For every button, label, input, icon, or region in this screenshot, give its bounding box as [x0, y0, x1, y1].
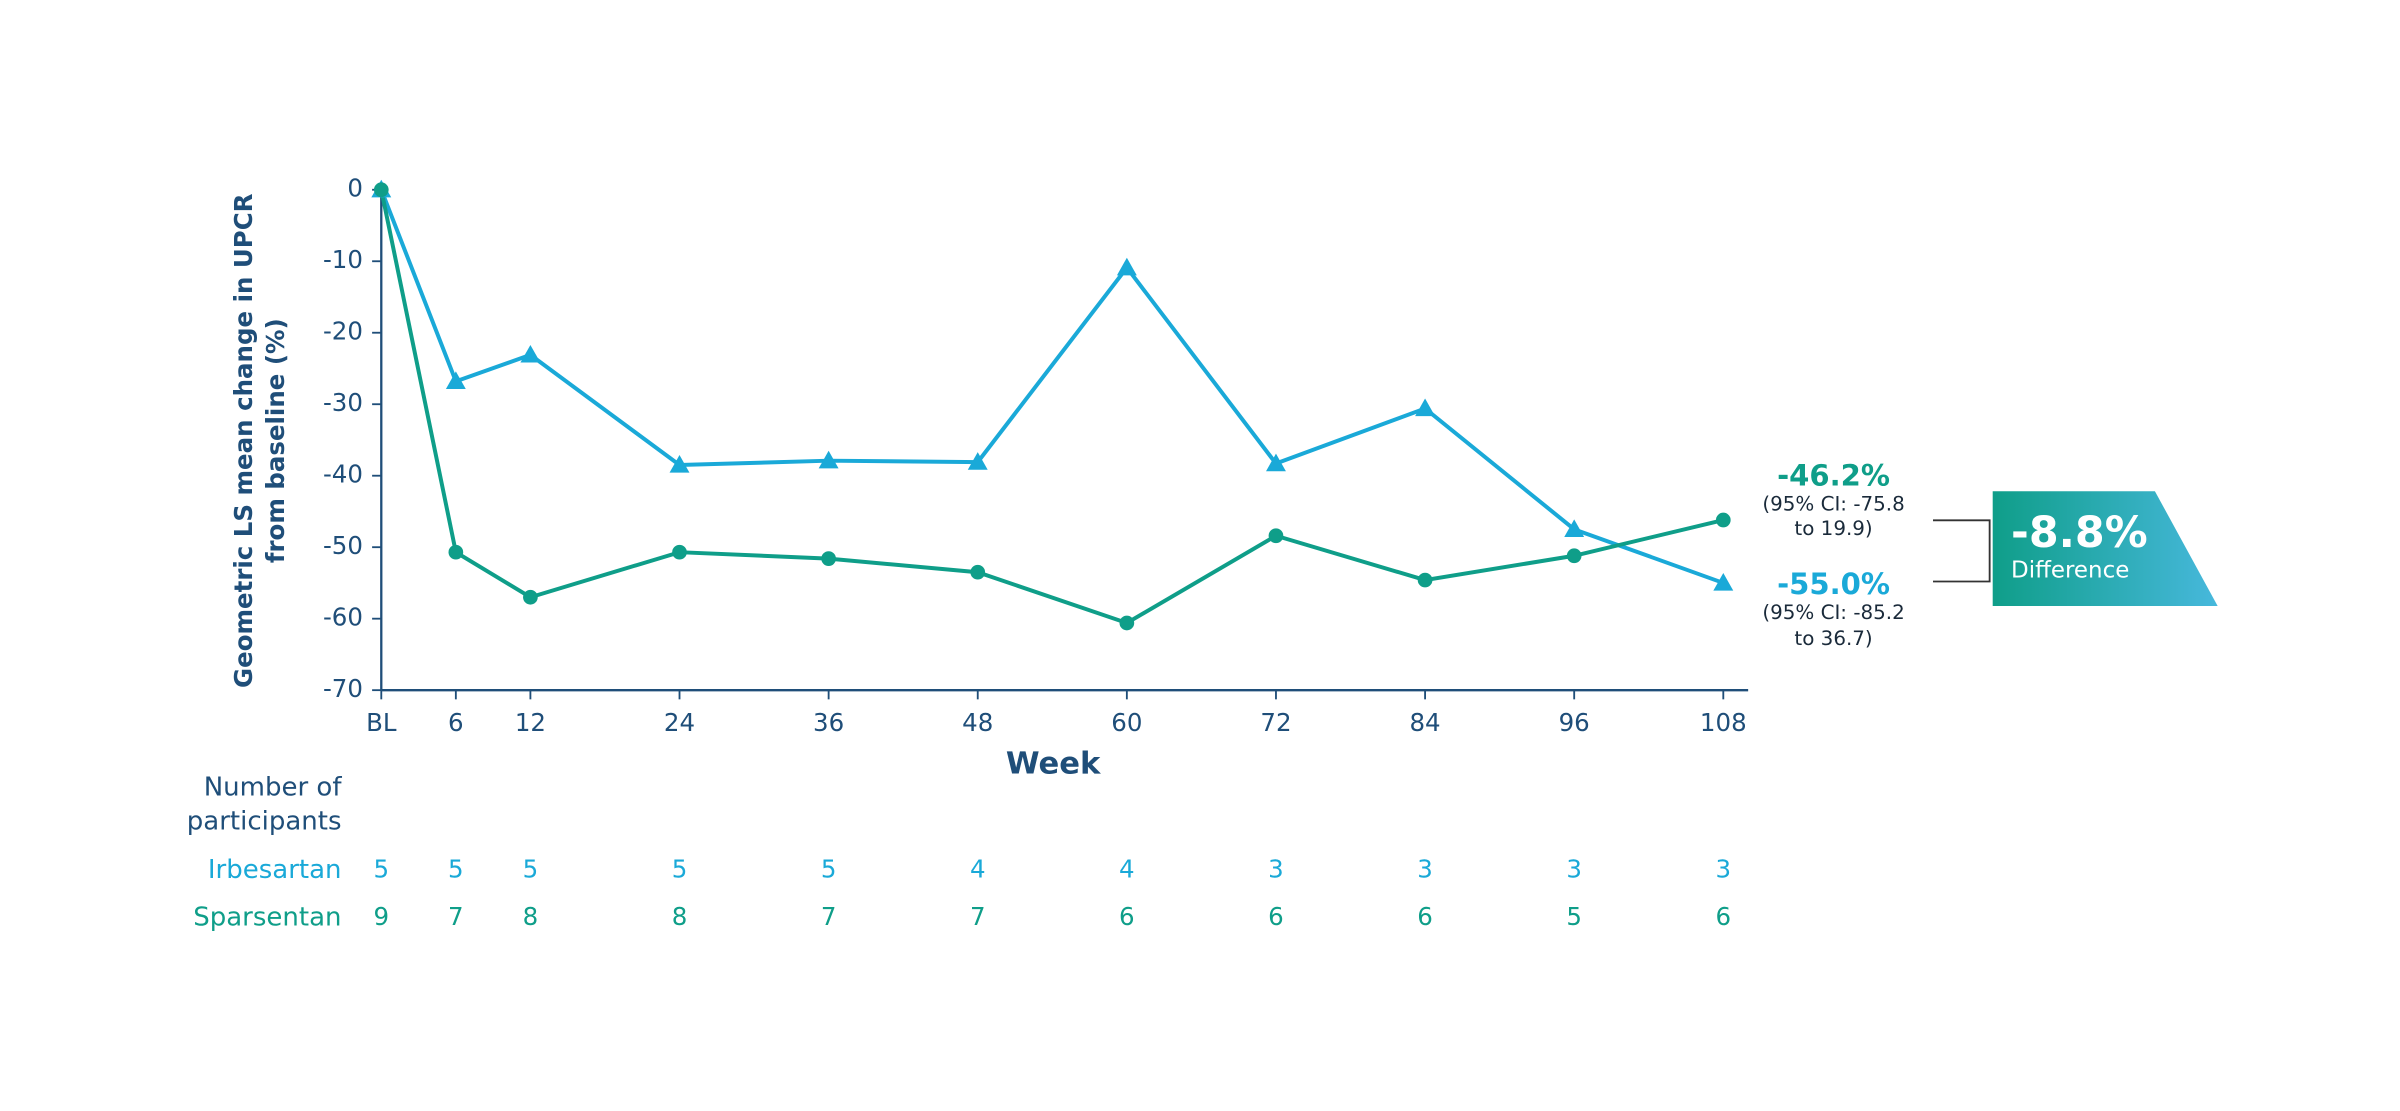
marker	[1266, 453, 1286, 472]
table-cell: 7	[448, 902, 464, 931]
annotation-ci: to 36.7)	[1794, 627, 1872, 650]
x-tick-label: 12	[515, 708, 546, 737]
marker	[970, 564, 986, 580]
y-axis-label: Geometric LS mean change in UPCR	[229, 193, 258, 688]
marker	[1566, 548, 1582, 564]
table-row-label: Sparsentan	[193, 903, 341, 933]
marker	[445, 371, 466, 389]
table-cell: 4	[1119, 855, 1135, 884]
marker	[821, 551, 836, 566]
x-axis-label: Week	[1006, 747, 1101, 782]
marker	[1715, 512, 1731, 528]
table-cell: 3	[1716, 855, 1732, 884]
y-tick-label: 0	[347, 174, 363, 203]
difference-value: -8.8%	[2011, 508, 2148, 558]
x-tick-label: 36	[813, 708, 844, 737]
table-cell: 5	[672, 855, 688, 884]
table-cell: 5	[821, 855, 837, 884]
marker	[1415, 398, 1436, 417]
table-cell: 4	[970, 855, 986, 884]
x-tick-label: BL	[366, 708, 397, 737]
table-cell: 6	[1716, 902, 1732, 931]
x-tick-label: 24	[664, 708, 695, 737]
table-cell: 8	[672, 902, 688, 931]
marker	[1713, 572, 1734, 591]
table-cell: 6	[1417, 902, 1433, 931]
table-cell: 5	[1566, 902, 1582, 931]
table-label: participants	[187, 806, 342, 836]
y-tick-label: -20	[323, 317, 363, 346]
marker	[523, 589, 538, 605]
annotation-ci: (95% CI: -75.8	[1762, 492, 1904, 515]
marker	[1564, 519, 1585, 537]
y-tick-label: -30	[323, 388, 363, 417]
annotation-value: -55.0%	[1777, 567, 1890, 601]
annotation-ci: to 19.9)	[1794, 517, 1872, 540]
x-tick-label: 108	[1700, 708, 1747, 737]
table-cell: 3	[1417, 855, 1433, 884]
x-tick-label: 6	[448, 708, 464, 737]
y-axis-label: from baseline (%)	[261, 318, 290, 563]
table-cell: 3	[1268, 855, 1284, 884]
marker	[1268, 528, 1284, 544]
marker	[1116, 257, 1137, 276]
marker	[672, 544, 687, 560]
difference-label: Difference	[2011, 557, 2129, 583]
table-cell: 7	[970, 902, 986, 931]
bracket	[1933, 519, 1991, 583]
marker	[818, 450, 839, 469]
table-cell: 5	[448, 855, 464, 884]
marker	[669, 455, 690, 473]
marker	[520, 344, 541, 363]
y-tick-label: -10	[323, 245, 363, 274]
marker	[967, 452, 988, 470]
y-tick-label: -50	[323, 531, 363, 560]
annotation-value: -46.2%	[1777, 458, 1890, 492]
table-cell: 5	[523, 855, 539, 884]
table-cell: 6	[1268, 902, 1284, 931]
annotation-ci: (95% CI: -85.2	[1762, 601, 1904, 624]
table-cell: 5	[373, 855, 389, 884]
marker	[1417, 572, 1433, 588]
marker	[1119, 615, 1135, 631]
marker	[448, 544, 464, 560]
marker	[373, 182, 389, 198]
series-line	[379, 189, 1724, 626]
y-tick-label: -40	[323, 460, 363, 489]
table-cell: 8	[523, 902, 539, 931]
y-tick-label: -70	[323, 674, 363, 703]
x-tick-label: 84	[1410, 708, 1441, 737]
table-cell: 7	[821, 902, 837, 931]
x-tick-label: 48	[962, 708, 993, 737]
table-label: Number of	[204, 773, 343, 803]
x-tick-label: 60	[1111, 708, 1142, 737]
x-tick-label: 96	[1559, 708, 1590, 737]
table-cell: 6	[1119, 902, 1135, 931]
table-row-label: Irbesartan	[208, 855, 342, 885]
x-tick-label: 72	[1260, 708, 1291, 737]
difference-box	[1992, 491, 2218, 606]
table-cell: 9	[373, 902, 389, 931]
series-line	[379, 189, 1724, 585]
y-tick-label: -60	[323, 603, 363, 632]
table-cell: 3	[1566, 855, 1582, 884]
